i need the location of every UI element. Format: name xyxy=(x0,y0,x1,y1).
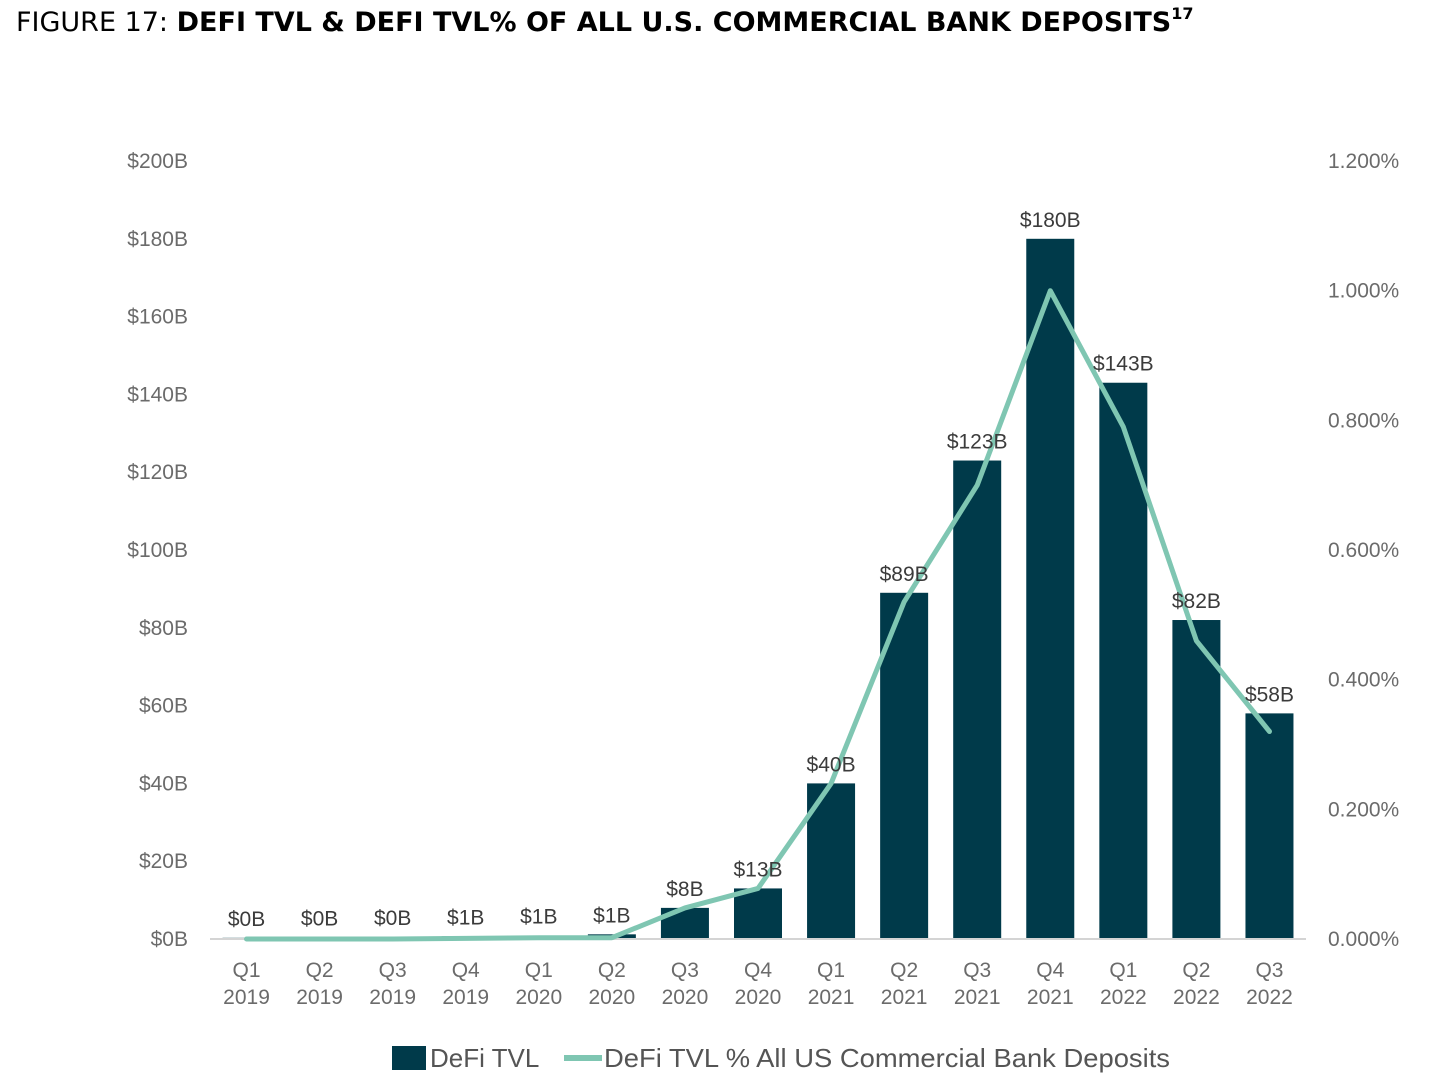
bar-series-defi-tvl xyxy=(222,238,1294,940)
left-axis-tick-label: $40B xyxy=(139,772,188,795)
figure-prefix: FIGURE 17: xyxy=(16,7,169,38)
bar-data-label: $13B xyxy=(733,858,782,881)
right-axis-tick-label: 0.400% xyxy=(1328,669,1399,692)
x-axis-tick-label: Q4 2020 xyxy=(735,959,782,1009)
bar-data-label: $1B xyxy=(520,905,557,928)
legend: DeFi TVL DeFi TVL % All US Commercial Ban… xyxy=(392,1043,1170,1073)
x-axis-tick-label: Q1 2022 xyxy=(1100,959,1147,1009)
bar xyxy=(1099,382,1148,940)
bar-data-label: $123B xyxy=(947,431,1008,454)
x-axis-tick-label: Q1 2021 xyxy=(808,959,855,1009)
legend-label-defi-tvl: DeFi TVL xyxy=(430,1043,539,1073)
bar-data-label: $40B xyxy=(807,753,856,776)
x-axis-tick-label: Q2 2020 xyxy=(589,959,636,1009)
x-axis-tick-label: Q3 2021 xyxy=(954,959,1001,1009)
bar-data-label: $1B xyxy=(593,904,630,927)
left-axis-tick-label: $200B xyxy=(127,150,188,173)
x-axis-tick-label: Q1 2019 xyxy=(223,959,270,1009)
right-axis-tick-label: 0.600% xyxy=(1328,539,1399,562)
bar xyxy=(880,592,929,939)
right-axis-tick-label: 0.800% xyxy=(1328,409,1399,432)
bar-data-label: $180B xyxy=(1020,209,1081,232)
bar xyxy=(734,888,782,939)
left-axis-tick-label: $180B xyxy=(127,228,188,251)
bar-data-label: $82B xyxy=(1172,590,1221,613)
x-axis-tick-label: Q3 2022 xyxy=(1246,959,1293,1009)
x-axis-tick-label: Q4 2021 xyxy=(1027,959,1074,1009)
bar-data-label: $0B xyxy=(228,908,265,931)
right-axis-tick-label: 1.000% xyxy=(1328,280,1399,303)
bar-data-label: $58B xyxy=(1245,683,1294,706)
legend-swatch-bar xyxy=(392,1046,426,1070)
left-axis-tick-label: $160B xyxy=(127,306,188,329)
line-series-tvl-percent xyxy=(244,288,1272,942)
left-axis-tick-label: $100B xyxy=(127,539,188,562)
x-axis-tick-label: Q3 2020 xyxy=(662,959,709,1009)
legend-label-tvl-percent: DeFi TVL % All US Commercial Bank Deposi… xyxy=(604,1043,1170,1073)
bar-data-label: $8B xyxy=(666,878,703,901)
x-axis: Q1 2019 Q2 2019 Q3 2019 Q4 2019 Q1 2020 Q2 2020 Q3 20… xyxy=(223,959,1293,1009)
figure-footnote: 17 xyxy=(1171,4,1194,23)
x-axis-tick-label: Q4 2019 xyxy=(442,959,489,1009)
bar xyxy=(1245,713,1294,939)
x-axis-tick-label: Q2 2021 xyxy=(881,959,928,1009)
x-axis-tick-label: Q3 2019 xyxy=(369,959,416,1009)
right-axis-tick-label: 0.200% xyxy=(1328,798,1399,821)
figure-main-title: DEFI TVL & DEFI TVL% OF ALL U.S. COMMERC… xyxy=(176,7,1172,38)
right-axis-tick-label: 1.200% xyxy=(1328,150,1399,173)
bar xyxy=(1026,238,1075,940)
right-axis: 0.000% 0.200% 0.400% 0.600% 0.800% 1.000% 1.20… xyxy=(1328,150,1399,951)
bar-data-label: $1B xyxy=(447,906,484,929)
left-axis-tick-label: $140B xyxy=(127,383,188,406)
bar xyxy=(953,460,1002,939)
x-axis-tick-label: Q1 2020 xyxy=(515,959,562,1009)
bar-data-label: $0B xyxy=(301,907,338,930)
figure-title: FIGURE 17: DEFI TVL & DEFI TVL% OF ALL U… xyxy=(16,4,1193,38)
bar-data-label: $143B xyxy=(1093,353,1154,376)
bar xyxy=(1172,620,1221,939)
left-axis-tick-label: $0B xyxy=(151,928,188,951)
left-axis: $0B $20B $40B $60B $80B $100B $120B $140B $160B $… xyxy=(127,150,188,951)
bar-data-label: $0B xyxy=(374,907,411,930)
bar-data-labels: $0B $0B $0B $1B $1B $1B $8B $13B $40B $89B $123B $1… xyxy=(228,209,1294,931)
left-axis-tick-label: $80B xyxy=(139,617,188,640)
left-axis-tick-label: $120B xyxy=(127,461,188,484)
left-axis-tick-label: $60B xyxy=(139,695,188,718)
x-axis-tick-label: Q2 2022 xyxy=(1173,959,1220,1009)
right-axis-tick-label: 0.000% xyxy=(1328,928,1399,951)
left-axis-tick-label: $20B xyxy=(139,850,188,873)
bar-data-label: $89B xyxy=(880,563,929,586)
x-axis-tick-label: Q2 2019 xyxy=(296,959,343,1009)
